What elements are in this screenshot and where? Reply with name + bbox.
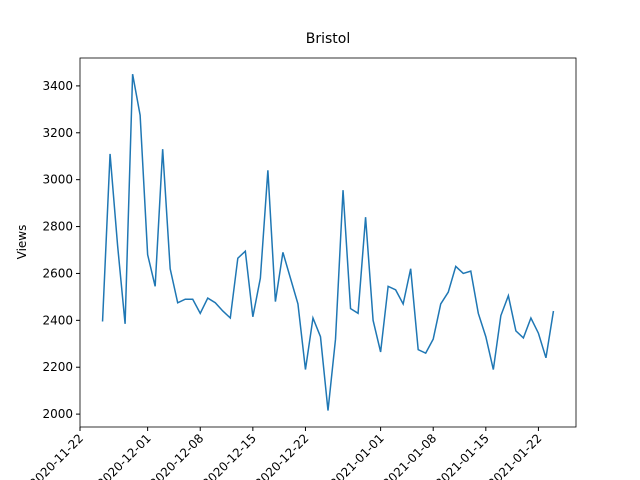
y-tick-label: 3400	[42, 79, 73, 93]
plot-frame	[79, 57, 577, 428]
chart-title: Bristol	[306, 31, 351, 47]
y-axis-label: Views	[15, 225, 29, 260]
y-tick-label: 3200	[42, 126, 73, 140]
y-tick-label: 2600	[42, 266, 73, 280]
y-tick-label: 2800	[42, 220, 73, 234]
y-tick-label: 2400	[42, 313, 73, 327]
y-tick-label: 3000	[42, 173, 73, 187]
y-tick-label: 2200	[42, 360, 73, 374]
line	[101, 74, 555, 411]
y-tick-label: 2000	[42, 407, 73, 421]
